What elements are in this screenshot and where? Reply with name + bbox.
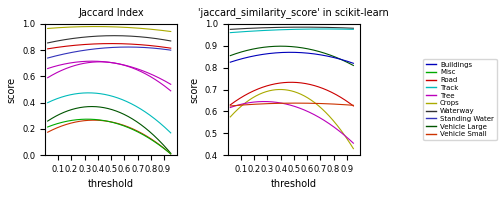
Title: Jaccard Index: Jaccard Index [78, 8, 144, 18]
Y-axis label: score: score [6, 76, 16, 103]
Legend: Buildings, Misc, Road, Track, Tree, Crops, Waterway, Standing Water, Vehicle Lar: Buildings, Misc, Road, Track, Tree, Crop… [423, 59, 496, 140]
X-axis label: threshold: threshold [271, 179, 317, 189]
X-axis label: threshold: threshold [88, 179, 134, 189]
Y-axis label: score: score [189, 76, 199, 103]
Title: 'jaccard_similarity_score' in scikit-learn: 'jaccard_similarity_score' in scikit-lea… [198, 8, 389, 19]
